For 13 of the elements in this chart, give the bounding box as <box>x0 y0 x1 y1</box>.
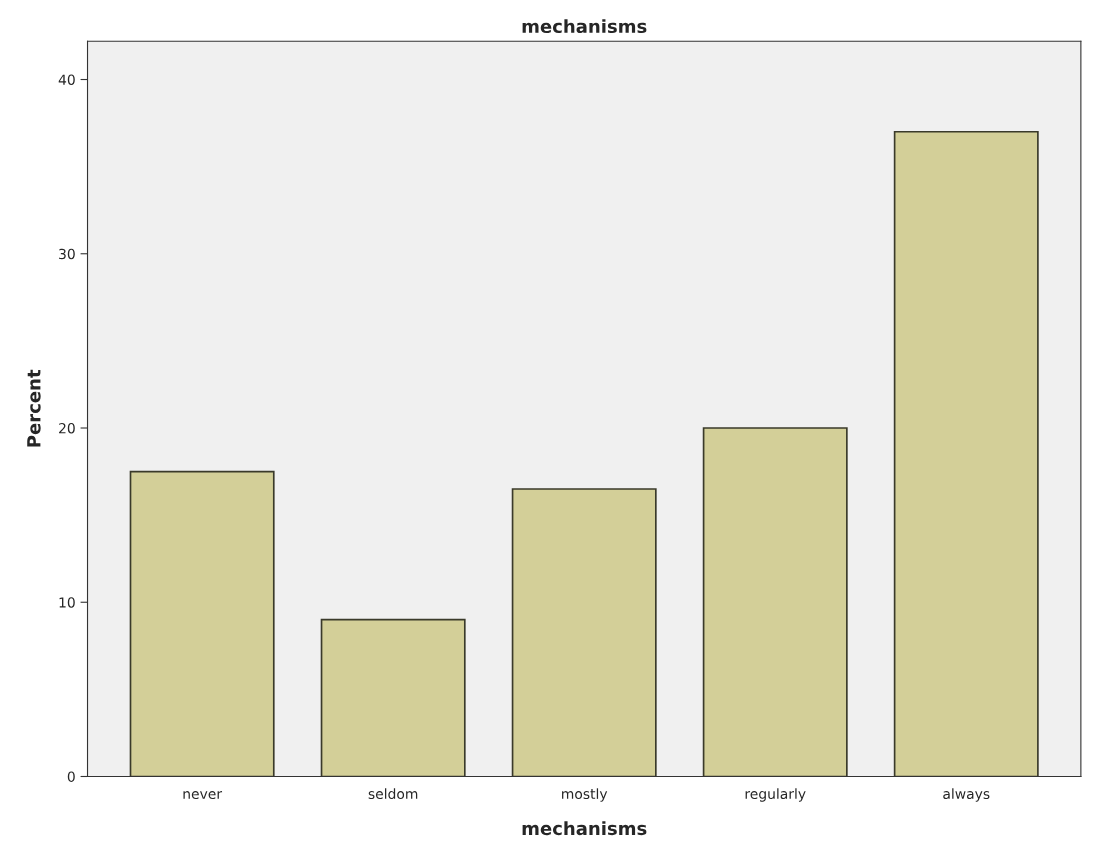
y-axis-title: Percent <box>27 369 41 447</box>
x-axis-title: mechanisms <box>522 821 647 836</box>
y-tick-label: 0 <box>67 771 75 782</box>
x-tick-label: seldom <box>368 788 418 800</box>
x-tick-label: mostly <box>562 788 608 802</box>
x-tick-label: regularly <box>745 788 806 802</box>
y-tick-label: 40 <box>58 74 75 85</box>
y-tick-label: 10 <box>59 597 75 608</box>
x-tick-label: always <box>943 788 990 802</box>
x-tick-label: never <box>183 791 223 800</box>
y-tick-label: 30 <box>59 248 75 260</box>
y-tick-label: 20 <box>59 422 75 434</box>
chart-title: mechanisms <box>522 19 647 34</box>
